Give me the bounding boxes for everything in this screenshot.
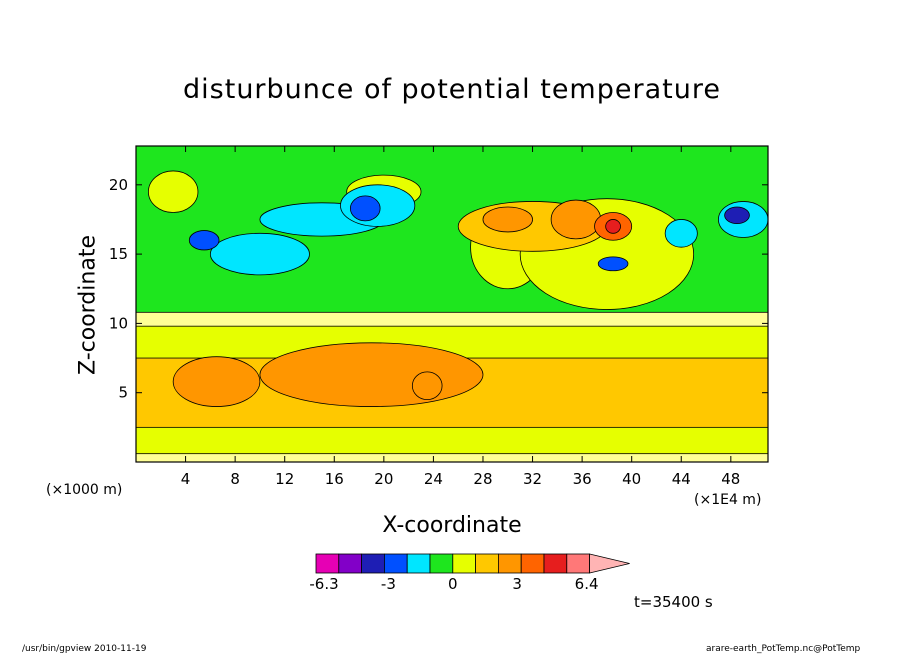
y-tick-label-2: 15: [109, 245, 128, 263]
field-blob-18: [550, 199, 602, 240]
field-blob-2: [411, 371, 443, 401]
field-blob-17: [482, 206, 533, 233]
x-tick-label-4: 20: [374, 470, 393, 488]
colorbar-swatch-7: [475, 553, 499, 574]
colorbar-swatch-6: [452, 553, 476, 574]
colorbar-swatch-1: [338, 553, 362, 574]
colorbar-swatch-0: [315, 553, 340, 574]
field-blob-13: [188, 230, 220, 251]
colorbar-label-0: -6.3: [309, 575, 338, 593]
x-axis-label: X-coordinate: [382, 513, 522, 538]
field-blob-12: [349, 195, 381, 222]
colorbar-label-3: 3: [512, 575, 522, 593]
colorbar-swatch-9: [520, 553, 545, 574]
field-blob-14: [597, 256, 629, 272]
x-tick-label-2: 12: [275, 470, 294, 488]
footer-left: /usr/bin/gpview 2010-11-19: [22, 644, 147, 654]
colorbar-swatch-5: [429, 553, 454, 574]
colorbar-swatch-11: [566, 553, 590, 574]
x-tick-label-6: 28: [473, 470, 492, 488]
x-tick-label-11: 48: [721, 470, 740, 488]
field-blob-0: [259, 342, 484, 407]
field-blob-7: [209, 232, 310, 276]
x-tick-label-5: 24: [424, 470, 443, 488]
colorbar-label-2: 0: [448, 575, 458, 593]
x-tick-label-8: 36: [573, 470, 592, 488]
x-tick-label-10: 44: [672, 470, 691, 488]
field-blob-3: [147, 170, 199, 213]
field-blob-1: [172, 356, 261, 407]
colorbar-label-1: -3: [381, 575, 396, 593]
plot-frame: [135, 145, 769, 463]
x-tick-label-0: 4: [181, 470, 191, 488]
x-unit-right: (×1E4 m): [694, 492, 762, 508]
x-tick-label-7: 32: [523, 470, 542, 488]
colorbar-swatch-2: [361, 553, 385, 574]
colorbar-label-4: 6.4: [575, 575, 599, 593]
time-label: t=35400 s: [634, 593, 713, 611]
x-tick-label-1: 8: [230, 470, 240, 488]
colorbar-swatch-4: [406, 553, 431, 574]
colorbar-swatch-3: [383, 553, 408, 574]
colorbar-extend-arrow: [589, 553, 630, 574]
field-blob-20: [605, 219, 621, 234]
field-blob-15: [724, 206, 750, 225]
chart-title: disturbunce of potential temperature: [183, 74, 721, 105]
x-tick-label-9: 40: [622, 470, 641, 488]
x-unit-left: (×1000 m): [46, 482, 123, 498]
y-tick-label-3: 20: [109, 176, 128, 194]
colorbar-swatch-10: [543, 553, 568, 574]
x-tick-label-3: 16: [325, 470, 344, 488]
y-tick-label-1: 10: [109, 314, 128, 332]
field-blob-11: [664, 219, 698, 248]
colorbar-swatch-8: [497, 553, 522, 574]
y-axis-label: Z-coordinate: [75, 235, 101, 375]
y-tick-label-0: 5: [118, 384, 128, 402]
footer-right: arare-earth_PotTemp.nc@PotTemp: [706, 644, 861, 654]
